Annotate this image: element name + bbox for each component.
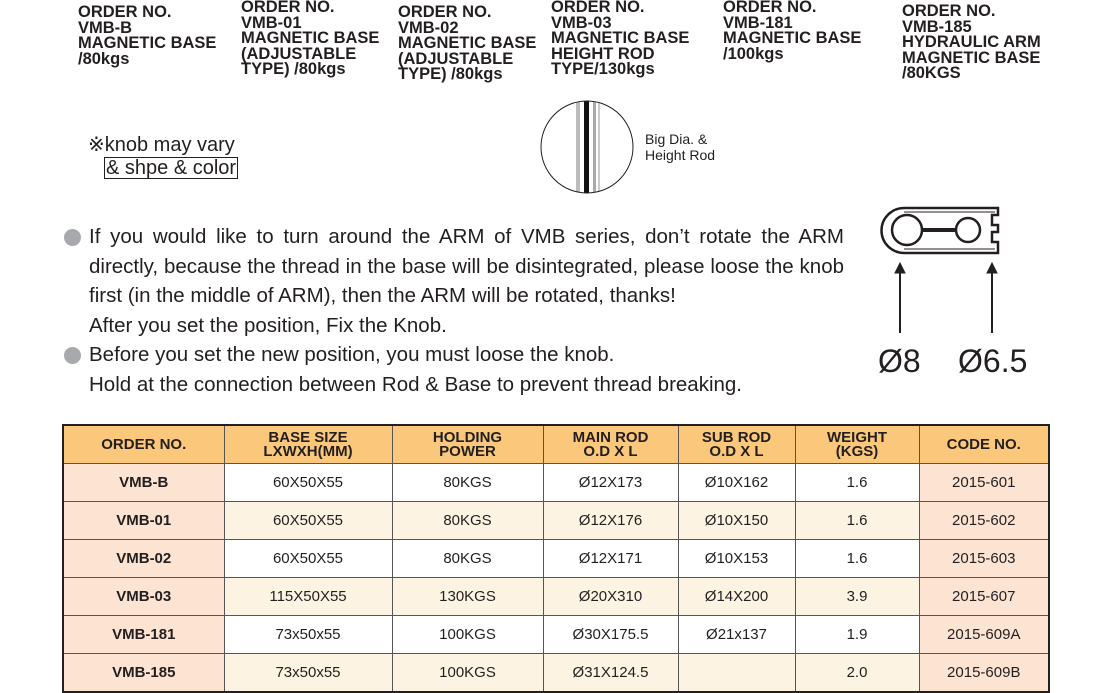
table-row: VMB-185 73x50x55 100KGS Ø31X124.5 2.0 2015-60…	[62, 653, 1050, 693]
table-cell: 1.9	[794, 615, 920, 654]
instructions: If you would like to turn around the ARM…	[64, 222, 844, 399]
table-row: VMB-B 60X50X55 80KGS Ø12X173 Ø10X162 1.6 2015-…	[62, 463, 1050, 502]
product-label-vmb-181: ORDER NO. VMB-181 MAGNETIC BASE /100kgs	[723, 0, 862, 63]
knob-note-line1: ※knob may vary	[88, 134, 235, 156]
table-cell: 60X50X55	[223, 501, 393, 540]
table-cell: Ø12X176	[542, 501, 679, 540]
product-label-vmb-03: ORDER NO. VMB-03 MAGNETIC BASE HEIGHT RO…	[551, 0, 690, 78]
column-header: HOLDING POWER	[391, 424, 544, 464]
bullet-icon	[64, 229, 81, 246]
table-cell: Ø31X124.5	[542, 653, 679, 693]
table-cell: 2015-609A	[918, 615, 1050, 654]
table-row: VMB-181 73x50x55 100KGS Ø30X175.5 Ø21x137 1.9…	[62, 615, 1050, 654]
table-header-row: ORDER NO. BASE SIZE LXWXH(MM) HOLDING POWE…	[62, 424, 1050, 464]
table-cell: 80KGS	[391, 501, 544, 540]
table-cell: VMB-01	[62, 501, 225, 540]
table-cell: 2015-601	[918, 463, 1050, 502]
table-cell: 1.6	[794, 501, 920, 540]
diameter-6-5-label: Ø6.5	[958, 343, 1028, 379]
table-cell: Ø20X310	[542, 577, 679, 616]
column-header: ORDER NO.	[62, 424, 225, 464]
table-row: VMB-03 115X50X55 130KGS Ø20X310 Ø14X200 3.9 20…	[62, 577, 1050, 616]
table-cell: 2015-607	[918, 577, 1050, 616]
table-cell: Ø30X175.5	[542, 615, 679, 654]
product-label-vmb-01: ORDER NO. VMB-01 MAGNETIC BASE (ADJUSTAB…	[241, 0, 380, 78]
table-cell: 2015-603	[918, 539, 1050, 578]
column-header: BASE SIZE LXWXH(MM)	[223, 424, 393, 464]
table-cell	[677, 653, 796, 693]
instruction-item: If you would like to turn around the ARM…	[64, 222, 844, 340]
table-cell: Ø12X173	[542, 463, 679, 502]
table-cell: 2015-602	[918, 501, 1050, 540]
table-cell: Ø10X162	[677, 463, 796, 502]
table-cell: VMB-02	[62, 539, 225, 578]
table-cell: 73x50x55	[223, 615, 393, 654]
table-cell: 80KGS	[391, 463, 544, 502]
table-cell: 60X50X55	[223, 539, 393, 578]
instruction-item: Before you set the new position, you mus…	[64, 340, 844, 399]
column-header: CODE NO.	[918, 424, 1050, 464]
rod-label: Big Dia. & Height Rod	[645, 131, 716, 163]
spec-table: ORDER NO. BASE SIZE LXWXH(MM) HOLDING POWE…	[62, 424, 1050, 693]
table-cell: 80KGS	[391, 539, 544, 578]
table-cell: Ø21x137	[677, 615, 796, 654]
table-cell: VMB-B	[62, 463, 225, 502]
diameter-8-label: Ø8	[878, 343, 921, 379]
table-cell: 1.6	[794, 539, 920, 578]
table-cell: 115X50X55	[223, 577, 393, 616]
table-cell: 3.9	[794, 577, 920, 616]
table-cell: VMB-03	[62, 577, 225, 616]
table-cell: 60X50X55	[223, 463, 393, 502]
table-cell: 2.0	[794, 653, 920, 693]
table-cell: 100KGS	[391, 615, 544, 654]
table-cell: VMB-181	[62, 615, 225, 654]
product-label-vmb-02: ORDER NO. VMB-02 MAGNETIC BASE (ADJUSTAB…	[398, 3, 537, 83]
product-label-vmb-b: ORDER NO. VMB-B MAGNETIC BASE /80kgs	[78, 3, 217, 68]
table-cell: 2015-609B	[918, 653, 1050, 693]
column-header: SUB ROD O.D X L	[677, 424, 796, 464]
arm-clamp-diagram-icon	[880, 206, 1000, 333]
table-cell: VMB-185	[62, 653, 225, 693]
table-cell: 1.6	[794, 463, 920, 502]
knob-note: ※knob may vary & shpe & color	[88, 134, 239, 180]
table-cell: Ø12X171	[542, 539, 679, 578]
rod-detail-icon	[540, 100, 634, 194]
table-cell: Ø14X200	[677, 577, 796, 616]
product-label-vmb-185: ORDER NO. VMB-185 HYDRAULIC ARM MAGNETIC…	[902, 2, 1041, 82]
knob-note-line2: & shpe & color	[104, 157, 239, 179]
bullet-icon	[64, 347, 81, 364]
table-cell: Ø10X150	[677, 501, 796, 540]
table-cell: 100KGS	[391, 653, 544, 693]
table-cell: Ø10X153	[677, 539, 796, 578]
column-header: MAIN ROD O.D X L	[542, 424, 679, 464]
table-cell: 73x50x55	[223, 653, 393, 693]
table-cell: 130KGS	[391, 577, 544, 616]
table-row: VMB-02 60X50X55 80KGS Ø12X171 Ø10X153 1.6 2015…	[62, 539, 1050, 578]
column-header: WEIGHT (KGS)	[794, 424, 920, 464]
table-row: VMB-01 60X50X55 80KGS Ø12X176 Ø10X150 1.6 2015…	[62, 501, 1050, 540]
